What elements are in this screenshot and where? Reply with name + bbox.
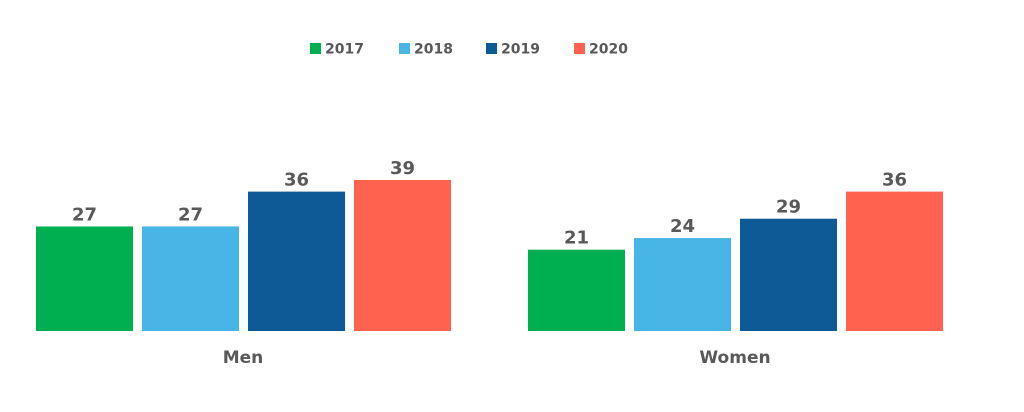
legend-label: 2017 <box>325 42 364 58</box>
bar-men-2017 <box>36 226 133 331</box>
legend-item-2017: 2017 <box>310 42 364 58</box>
legend-label: 2018 <box>414 42 453 58</box>
value-label-women-2019: 29 <box>776 197 801 218</box>
legend-label: 2019 <box>501 42 540 58</box>
value-label-women-2020: 36 <box>882 170 907 191</box>
category-label-women: Women <box>699 348 770 368</box>
legend-swatch <box>310 43 321 54</box>
legend-item-2020: 2020 <box>574 42 628 58</box>
category-labels-layer: Men Women <box>223 348 771 368</box>
value-label-men-2017: 27 <box>72 204 97 225</box>
value-label-men-2018: 27 <box>178 204 203 225</box>
value-label-women-2017: 21 <box>564 228 589 249</box>
bar-women-2020 <box>846 191 943 331</box>
legend-swatch <box>486 43 497 54</box>
value-label-men-2020: 39 <box>390 158 415 179</box>
bar-men-2020 <box>354 180 451 331</box>
legend-swatch <box>399 43 410 54</box>
legend-item-2019: 2019 <box>486 42 540 58</box>
bar-men-2018 <box>142 226 239 331</box>
category-label-men: Men <box>223 348 264 368</box>
legend-item-2018: 2018 <box>399 42 453 58</box>
value-labels-layer: 27 27 36 39 21 24 29 36 <box>72 158 907 249</box>
legend-label: 2020 <box>589 42 628 58</box>
value-label-men-2019: 36 <box>284 170 309 191</box>
bar-women-2019 <box>740 218 837 331</box>
bars-layer <box>36 180 943 331</box>
bar-men-2019 <box>248 191 345 331</box>
bar-women-2018 <box>634 238 731 331</box>
legend: 2017 2018 2019 2020 <box>310 42 628 58</box>
legend-swatch <box>574 43 585 54</box>
value-label-women-2018: 24 <box>670 216 695 237</box>
bar-women-2017 <box>528 249 625 331</box>
